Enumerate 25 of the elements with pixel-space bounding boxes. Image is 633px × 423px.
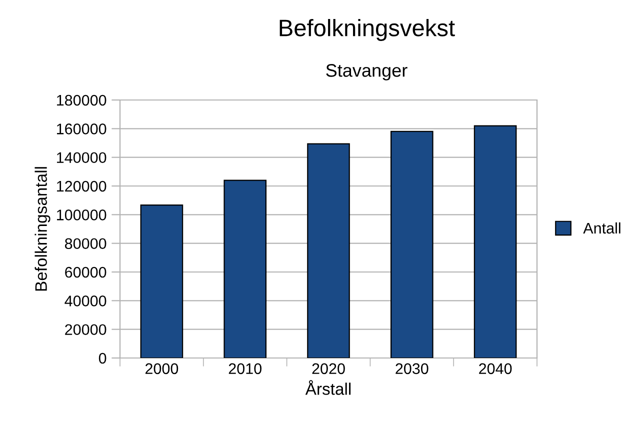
y-tick-label: 20000: [65, 324, 106, 336]
x-tick-label: 2030: [396, 363, 428, 374]
x-tick-label: 2040: [479, 363, 512, 374]
y-tick-label: 60000: [65, 266, 106, 278]
x-tick-label: 2020: [312, 363, 345, 374]
x-tick-label: 2000: [145, 363, 178, 374]
y-tick-label: 120000: [56, 180, 106, 192]
bar: [140, 204, 184, 358]
y-tick-label: 180000: [56, 94, 106, 106]
x-tick-label: 2010: [228, 363, 262, 374]
y-tick-label: 140000: [56, 152, 106, 164]
bar: [390, 130, 434, 358]
bar: [474, 125, 517, 358]
y-tick-label: 0: [98, 352, 106, 364]
y-tick-label: 160000: [56, 124, 106, 134]
legend-label: Antall: [583, 222, 620, 234]
y-axis-title: Befolkningsantall: [34, 167, 50, 291]
chart-title: Befolkningsvekst: [280, 18, 455, 42]
x-axis-title: Årstall: [305, 380, 351, 395]
y-tick-label: 80000: [64, 238, 106, 250]
bar: [307, 143, 350, 358]
y-tick-label: 40000: [64, 296, 106, 306]
chart-subtitle: Stavanger: [326, 64, 408, 80]
y-tick-label: 100000: [56, 210, 106, 220]
bar: [224, 180, 267, 358]
